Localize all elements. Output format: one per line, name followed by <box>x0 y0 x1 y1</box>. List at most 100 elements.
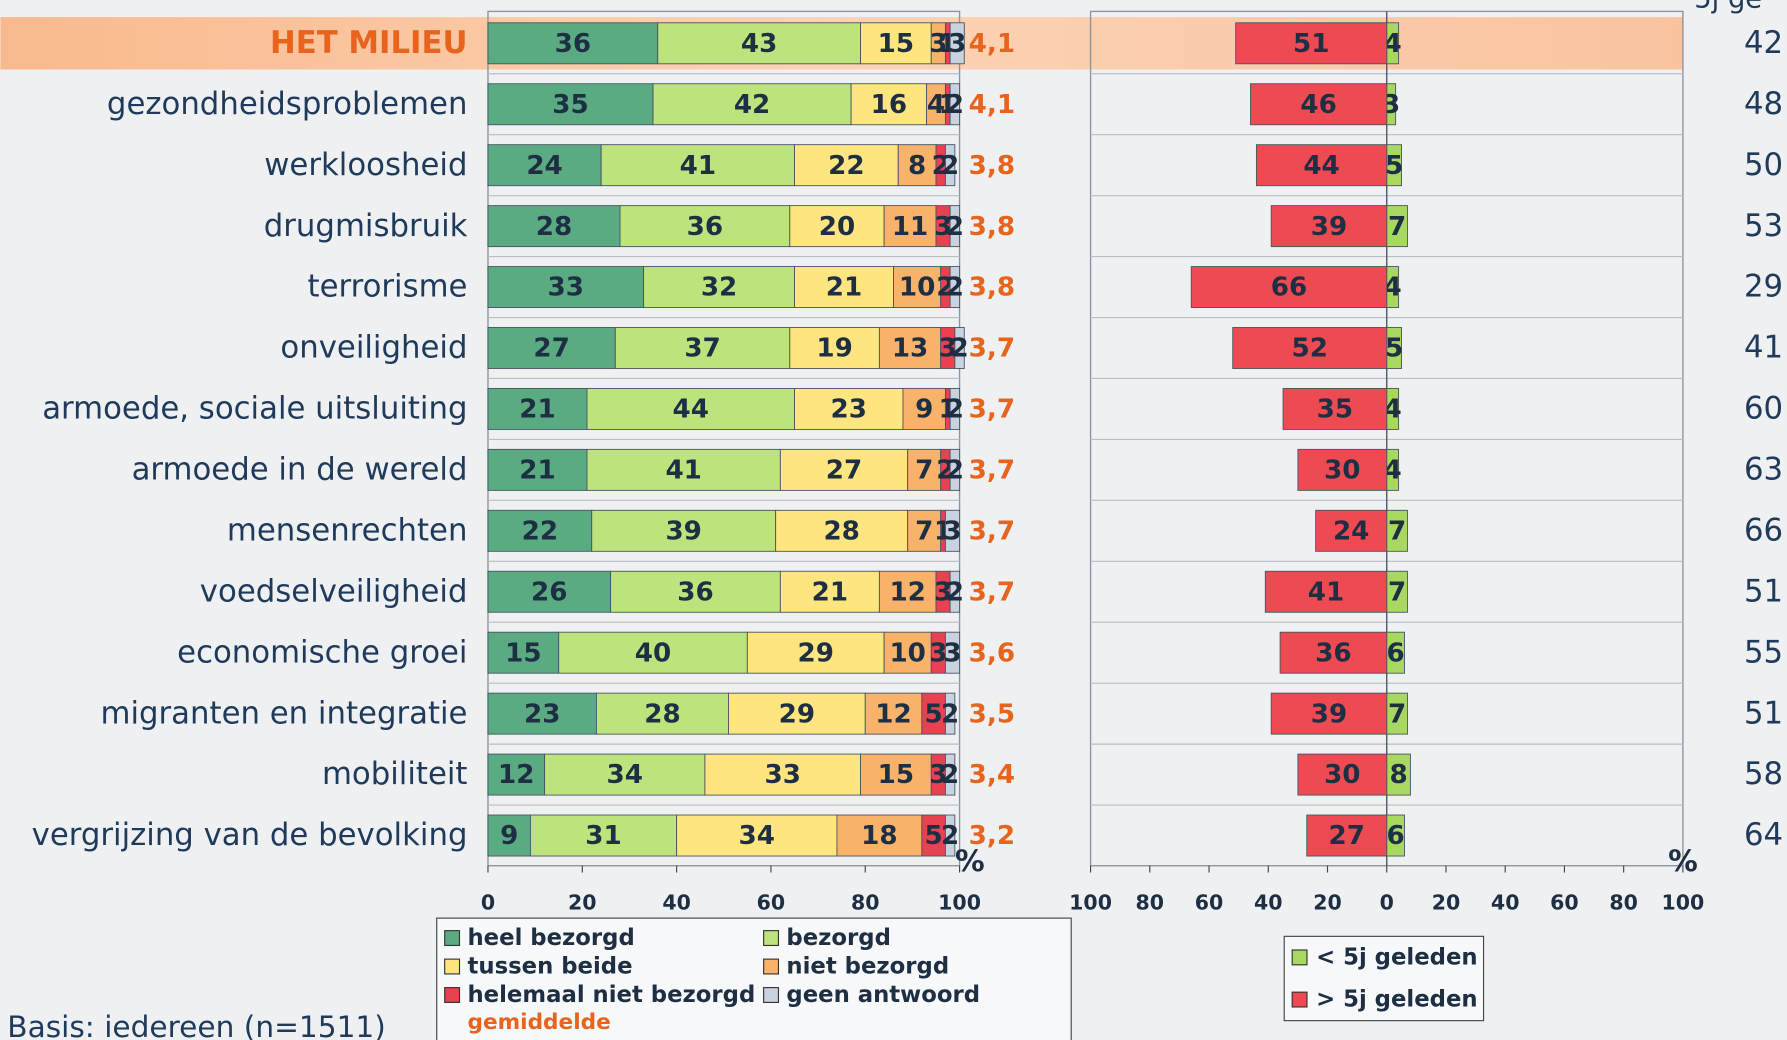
x-tick-label: 80 <box>1136 890 1165 914</box>
x-tick-label: 40 <box>1491 890 1520 914</box>
x-tick-label: 20 <box>1432 890 1461 914</box>
bar-label: 6 <box>1386 638 1404 668</box>
bar-segment <box>902 387 946 430</box>
bar-label: 36 <box>1315 638 1351 668</box>
bar-label: 46 <box>1300 90 1336 120</box>
bar-segment <box>949 266 961 309</box>
bar-segment <box>864 692 923 735</box>
bar-label: 51 <box>1293 29 1329 59</box>
bar <box>1255 144 1388 187</box>
bar-label: 8 <box>1389 760 1407 790</box>
x-tick-label: 60 <box>757 890 786 914</box>
x-tick-label: 40 <box>662 890 691 914</box>
bar-label: 4 <box>1384 456 1402 486</box>
bar-segment <box>600 144 795 187</box>
bar-label: 2 <box>946 212 964 242</box>
x-tick-label: 0 <box>481 890 495 914</box>
bar-label: 3 <box>948 29 966 59</box>
category-label: terrorisme <box>308 269 468 305</box>
bar-label: 18 <box>861 821 897 851</box>
bar-label: 39 <box>665 516 701 546</box>
category-label: mobiliteit <box>322 756 468 792</box>
column-value: 50 <box>1744 147 1783 183</box>
bar-label: 28 <box>823 516 859 546</box>
bar-label: 7 <box>1388 516 1406 546</box>
x-tick-label: 60 <box>1550 890 1579 914</box>
bar-segment <box>652 83 852 126</box>
average-label: 3,6 <box>969 638 1015 668</box>
bar-label: 36 <box>687 212 723 242</box>
bar-label: 2 <box>946 90 964 120</box>
bar-label: 12 <box>889 577 925 607</box>
bar-segment <box>487 814 531 857</box>
bar-segment <box>619 205 791 248</box>
category-label: drugmisbruik <box>264 208 468 244</box>
bar-label: 2 <box>946 577 964 607</box>
bar <box>1232 327 1388 369</box>
unit-label: % <box>1668 844 1698 878</box>
column-value: 51 <box>1744 695 1783 731</box>
bar-segment <box>944 814 956 857</box>
bar-segment <box>949 448 961 491</box>
bar-label: 22 <box>522 516 558 546</box>
bar-label: 3 <box>934 212 952 242</box>
bar-label: 4 <box>1384 273 1402 303</box>
average-label: 3,7 <box>969 456 1015 486</box>
bar-label: 29 <box>798 638 834 668</box>
bar-label: 13 <box>892 334 928 364</box>
bar <box>1270 692 1388 735</box>
bar-label: 10 <box>899 273 935 303</box>
average-label: 3,8 <box>969 212 1015 242</box>
bar-segment <box>487 327 616 369</box>
bar-segment <box>883 205 937 248</box>
category-label: gezondheidsproblemen <box>107 86 468 122</box>
bar-label: 24 <box>526 151 562 181</box>
column-value: 48 <box>1744 86 1783 122</box>
x-tick-label: 80 <box>851 890 880 914</box>
bar-segment <box>944 509 961 552</box>
category-label: onveiligheid <box>280 330 467 366</box>
bar-label: 43 <box>741 29 777 59</box>
bar-segment <box>949 22 965 65</box>
plot-frame <box>487 10 961 867</box>
bar-segment <box>746 631 885 674</box>
column-header: 5j ge <box>1694 0 1762 15</box>
bar-label: 2 <box>946 273 964 303</box>
bar-segment <box>907 448 942 491</box>
legend-swatch <box>444 930 461 947</box>
column-value: 53 <box>1744 208 1783 244</box>
average-label: 4,1 <box>969 90 1015 120</box>
bar-label: 39 <box>1311 699 1347 729</box>
bar-segment <box>487 22 659 65</box>
category-label: migranten en integratie <box>101 695 468 731</box>
legend-label: heel bezorgd <box>467 925 634 951</box>
average-label: 3,7 <box>969 577 1015 607</box>
bar-segment <box>944 144 956 187</box>
bar-segment <box>897 144 937 187</box>
category-label: armoede, sociale uitsluiting <box>42 391 467 427</box>
column-value: 60 <box>1744 391 1783 427</box>
legend-label: bezorgd <box>786 925 890 951</box>
x-tick-label: 100 <box>938 890 981 914</box>
bar-label: 12 <box>875 699 911 729</box>
legend-box <box>1283 935 1485 1022</box>
average-label: 3,5 <box>969 699 1015 729</box>
bar-segment <box>586 387 795 430</box>
bar-segment <box>558 631 748 674</box>
bar <box>1279 631 1388 674</box>
bar-label: 15 <box>505 638 541 668</box>
bar-label: 33 <box>548 273 584 303</box>
bar <box>1250 83 1388 126</box>
bar-label: 9 <box>915 395 933 425</box>
bar-label: 35 <box>1317 395 1353 425</box>
bar-segment <box>949 205 961 248</box>
bar-label: 23 <box>831 395 867 425</box>
bar-segment <box>487 570 612 613</box>
bar-label: 28 <box>644 699 680 729</box>
bar-label: 4 <box>927 90 945 120</box>
bar-label: 22 <box>828 151 864 181</box>
bar-segment <box>789 205 885 248</box>
bar-segment <box>610 570 781 613</box>
category-label: HET MILIEU <box>270 25 467 61</box>
legend-swatch <box>444 958 461 975</box>
